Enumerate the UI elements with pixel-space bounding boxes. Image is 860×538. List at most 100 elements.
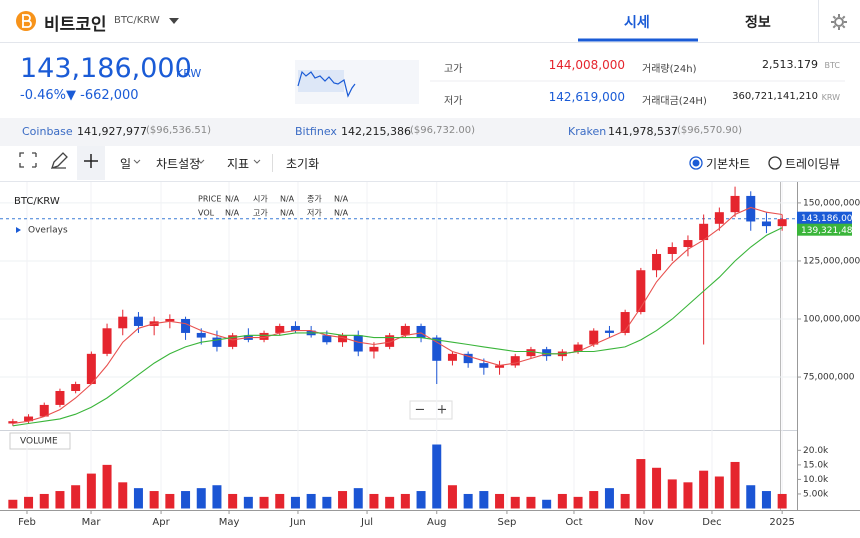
candle-body	[400, 325, 410, 336]
x-tick-label: 2025	[769, 517, 794, 528]
legend-text: VOL	[198, 209, 215, 218]
reset-button[interactable]: 초기화	[286, 157, 320, 171]
candle-body	[589, 330, 599, 345]
zoom-in[interactable]: +	[437, 403, 448, 418]
legend-text: PRICE	[198, 195, 221, 204]
label: 고가	[444, 64, 463, 75]
volume-bar	[620, 493, 630, 509]
legend-text: N/A	[225, 209, 240, 218]
legend-text: N/A	[280, 209, 295, 218]
volume-bar	[102, 464, 112, 509]
exchange-name: Coinbase	[22, 125, 73, 138]
volume-bar	[573, 496, 583, 509]
volume-bar	[604, 488, 614, 509]
volume-bar	[275, 493, 285, 509]
volume-tick-label: 20.0k	[803, 446, 829, 456]
pair: BTC/KRW	[114, 15, 160, 26]
volume-bar	[746, 485, 756, 509]
candle-body	[714, 212, 724, 224]
tab[interactable]: 시세	[624, 15, 650, 31]
unit: KRW	[821, 93, 840, 102]
exchange-usd: ($96,570.90)	[677, 125, 743, 136]
volume-bar	[432, 444, 442, 509]
label: 거래대금(24H)	[642, 96, 707, 107]
volume-bar	[683, 482, 693, 509]
volume-bar	[24, 496, 34, 509]
value: 360,721,141,210	[732, 91, 818, 102]
sparkline	[295, 60, 419, 104]
mode-radio[interactable]: 기본차트	[706, 157, 751, 171]
candle-body	[39, 404, 49, 417]
volume-bar	[495, 493, 505, 509]
volume-bar	[761, 491, 771, 509]
x-tick-label: Feb	[18, 517, 36, 528]
volume-bar	[212, 485, 222, 509]
volume-bar	[118, 482, 128, 509]
x-tick-label: Oct	[565, 517, 582, 528]
candle-body	[322, 335, 332, 343]
change-rate: -0.46%	[20, 88, 66, 103]
volume-bar	[447, 485, 457, 509]
candle-body	[24, 416, 34, 422]
volume-bar	[86, 473, 96, 509]
toolbar-icons	[0, 146, 860, 182]
mode-radio[interactable]: 트레이딩뷰	[785, 157, 841, 171]
indicators-button[interactable]: 지표	[227, 157, 250, 171]
ma-tag-label: 139,321,480	[801, 226, 859, 236]
low: 142,619,000	[548, 90, 625, 104]
overlays-toggle[interactable]: Overlays	[28, 226, 68, 236]
candle-body	[730, 195, 740, 213]
candle-body	[102, 328, 112, 354]
volume-bar	[306, 493, 316, 509]
candle-body	[447, 353, 457, 361]
candle-body	[510, 356, 520, 366]
candle-body	[212, 337, 222, 347]
volume-bar	[385, 496, 395, 509]
candle-body	[86, 353, 96, 385]
settings-button[interactable]: 차트설정	[156, 157, 201, 171]
volume-bar	[243, 496, 253, 509]
candle-body	[604, 330, 614, 333]
exchange-name: Bitfinex	[295, 125, 337, 138]
candle-body	[165, 319, 175, 322]
legend-text: N/A	[334, 195, 349, 204]
zoom-out[interactable]: −	[415, 403, 426, 418]
candle-body	[746, 195, 756, 222]
candle-body	[259, 332, 269, 340]
volume-bar	[353, 488, 363, 509]
y-tick-label: 75,000,000	[803, 373, 855, 383]
candle-body	[432, 337, 442, 361]
candle-body	[479, 363, 489, 368]
y-tick-label: 100,000,000	[803, 315, 860, 325]
interval-button[interactable]: 일	[120, 157, 132, 171]
candle-body	[777, 219, 787, 227]
volume-bar	[39, 493, 49, 509]
volume-bar	[416, 491, 426, 509]
candle-body	[416, 325, 426, 338]
x-tick-label: Aug	[427, 517, 447, 528]
candle-body	[683, 240, 693, 248]
moving-average	[12, 227, 783, 427]
volume-bar	[369, 493, 379, 509]
candle-body	[133, 316, 143, 326]
volume-bar	[557, 493, 567, 509]
candle-body	[463, 353, 473, 364]
candle-body	[228, 335, 238, 347]
legend-text: N/A	[225, 195, 240, 204]
volume-bar	[71, 485, 81, 509]
volume-bar	[259, 496, 269, 509]
legend-text: 저가	[307, 209, 322, 218]
tab[interactable]: 정보	[745, 15, 771, 31]
volume-bar	[196, 488, 206, 509]
exchange-name: Kraken	[568, 125, 607, 138]
volume-bar	[730, 461, 740, 509]
y-tick-label: 150,000,000	[803, 198, 860, 208]
header-bg	[0, 0, 860, 43]
volume: 2,513.179	[762, 58, 818, 71]
candle-body	[526, 349, 536, 357]
volume-bar	[400, 493, 410, 509]
label: 저가	[444, 96, 463, 107]
x-tick-label: Apr	[152, 517, 170, 528]
volume-bar	[463, 493, 473, 509]
